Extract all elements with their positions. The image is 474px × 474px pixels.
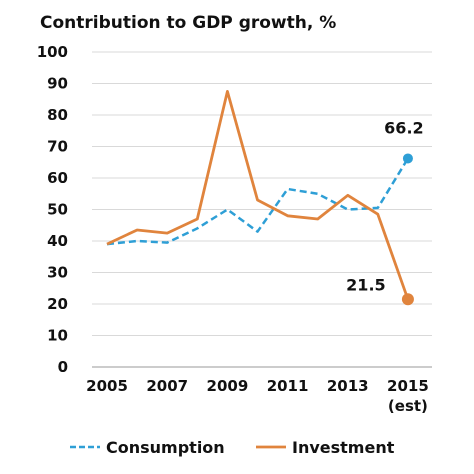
chart-title: Contribution to GDP growth, % [40, 13, 336, 33]
data-label-consumption: 66.2 [384, 118, 423, 137]
series-line-consumption [106, 157, 409, 246]
legend-label-investment: Investment [292, 438, 395, 457]
data-labels: 66.2 21.5 [346, 118, 423, 294]
y-tick-label: 20 [47, 295, 68, 313]
y-tick-label: 0 [58, 358, 68, 376]
y-tick-label: 80 [47, 106, 68, 124]
y-tick-label: 50 [47, 201, 68, 219]
legend-label-consumption: Consumption [106, 438, 225, 457]
y-tick-label: 10 [47, 327, 68, 345]
y-tick-label: 100 [37, 43, 68, 61]
y-tick-label: 60 [47, 169, 68, 187]
x-tick-label: 2011 [267, 377, 309, 395]
y-tick-label: 30 [47, 264, 68, 282]
series-layer [106, 90, 414, 306]
end-point-investment [401, 293, 414, 306]
series-line-investment [106, 90, 410, 300]
data-label-investment: 21.5 [346, 275, 385, 294]
x-tick-label: 2015 [387, 377, 429, 395]
y-tick-label: 90 [47, 75, 68, 93]
x-tick-label: 2005 [86, 377, 128, 395]
grid-layer [92, 51, 432, 368]
x-tick-sublabel: (est) [388, 397, 428, 415]
x-tick-label: 2009 [207, 377, 249, 395]
end-point-consumption [402, 153, 413, 164]
x-tick-label: 2013 [327, 377, 369, 395]
y-tick-label: 40 [47, 232, 68, 250]
y-tick-labels: 0 10 20 30 40 50 60 70 80 90 100 [37, 43, 68, 376]
y-tick-label: 70 [47, 138, 68, 156]
x-tick-labels: 2005 2007 2009 2011 2013 2015 (est) [86, 377, 429, 415]
x-tick-label: 2007 [146, 377, 188, 395]
legend: Consumption Investment [70, 438, 395, 457]
